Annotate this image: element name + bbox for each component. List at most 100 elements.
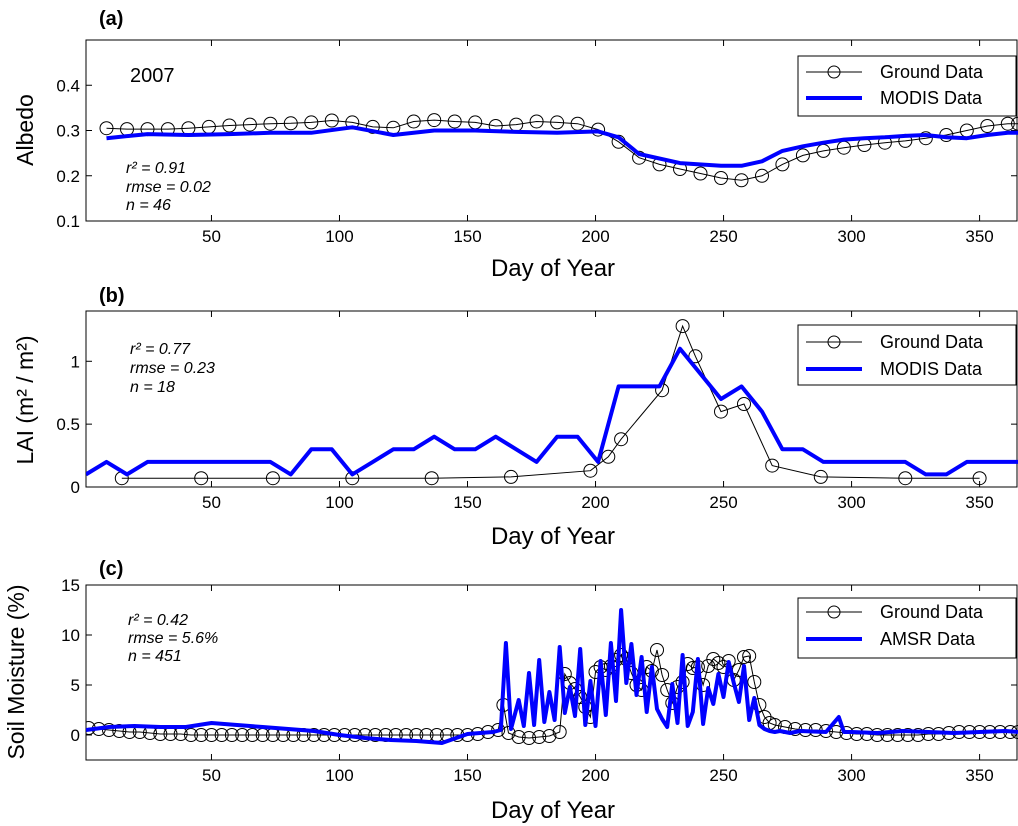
ground-data-point: [491, 723, 506, 737]
ground-data-point: [102, 723, 116, 737]
panel-c-stat-r2: r² = 0.42: [128, 612, 188, 629]
ground-data-point: [765, 458, 780, 473]
ground-data-point: [427, 113, 442, 128]
panel-a: (a) 50 100 150 200 250 300 350 0.1 0.2 0.3 0.4 200…: [12, 8, 1018, 282]
panel-a-legend-sat-label: MODIS Data: [880, 88, 983, 108]
x-tick-label: 200: [581, 766, 609, 785]
x-tick-label: 200: [581, 227, 609, 246]
ground-data-point: [263, 116, 278, 131]
ground-data-point: [550, 115, 565, 130]
ground-data-point: [204, 728, 219, 742]
ground-data-point: [747, 675, 762, 689]
ground-data-point: [795, 148, 810, 163]
x-tick-label: 100: [325, 766, 353, 785]
ground-data-point: [788, 722, 803, 736]
ground-data-point: [504, 469, 518, 484]
ground-data-point: [775, 157, 790, 172]
y-tick-label: 0.2: [56, 167, 80, 186]
panel-c-legend-sat-label: AMSR Data: [880, 629, 976, 649]
ground-data-point: [591, 122, 606, 137]
panel-a-axes: 50 100 150 200 250 300 350 0.1 0.2 0.3 0.4: [56, 39, 1018, 246]
panel-c: (c) 50 100 150 200 250 300 350 0 5 10 15 r² = 0.42…: [3, 558, 1018, 824]
ground-data-point: [324, 113, 339, 128]
x-tick-label: 250: [709, 227, 737, 246]
ground-data-point: [742, 649, 757, 663]
x-tick-label: 100: [325, 227, 353, 246]
ground-data-point: [304, 115, 319, 130]
ground-data-point: [737, 650, 751, 664]
ground-data-point: [632, 150, 647, 165]
x-tick-label: 200: [581, 493, 609, 512]
ground-data-point: [601, 449, 616, 464]
x-tick-label: 250: [709, 493, 737, 512]
x-tick-label: 100: [325, 493, 353, 512]
panel-c-legend: Ground Data AMSR Data: [797, 597, 1017, 659]
panel-b-xlabel: Day of Year: [491, 523, 615, 550]
ground-data-point: [900, 728, 915, 742]
ground-data-point: [214, 728, 229, 742]
ground-data-point: [734, 173, 749, 188]
ground-data-point: [529, 114, 544, 129]
ground-data-point: [711, 656, 726, 670]
plot-area: [86, 608, 1018, 745]
y-tick-label: 0.1: [56, 212, 80, 231]
ground-data-point: [714, 404, 728, 419]
ground-data-point: [675, 319, 690, 334]
ground-data-point: [688, 349, 703, 364]
ground-data-point: [99, 121, 114, 136]
ground-data-point: [737, 397, 751, 411]
panel-b-legend-ground-marker: [827, 335, 841, 349]
ground-data-point: [898, 471, 913, 486]
x-tick-label: 250: [709, 766, 737, 785]
plot-area: [99, 113, 1018, 188]
panel-a-stats: r² = 0.91 rmse = 0.02 n = 46: [126, 160, 211, 214]
panel-a-stat-n: n = 46: [126, 197, 171, 214]
series-satellite-line: [106, 125, 1018, 168]
y-tick-label: 0.3: [56, 122, 80, 141]
ground-data-point: [890, 728, 905, 742]
ground-data-point: [406, 114, 421, 129]
panel-c-stat-rmse: rmse = 5.6%: [128, 630, 218, 647]
y-tick-label: 5: [71, 676, 80, 695]
series-satellite-line: [86, 346, 1018, 477]
series-ground-line: [121, 324, 980, 479]
panel-b-legend-box: [797, 324, 1017, 386]
panel-c-stats: r² = 0.42 rmse = 5.6% n = 451: [128, 612, 218, 665]
ground-data-point: [222, 118, 237, 133]
ground-data-point: [306, 728, 321, 742]
panel-a-stat-rmse: rmse = 0.02: [126, 179, 211, 196]
panel-b: (b) 50 100 150 200 250 300 350 0 0.5 1 r² = 0.77 …: [12, 285, 1018, 550]
ground-data-point: [235, 728, 250, 742]
panel-c-axes: 50 100 150 200 250 300 350 0 5 10 15: [61, 576, 1018, 785]
ground-data-point: [693, 166, 708, 181]
panel-c-legend-ground-marker: [827, 605, 841, 619]
ground-data-point: [447, 114, 462, 129]
x-tick-label: 350: [965, 766, 993, 785]
x-tick-label: 350: [965, 493, 993, 512]
panel-c-legend-ground-label: Ground Data: [880, 602, 984, 622]
ground-data-point: [701, 659, 716, 673]
plot-frame: [85, 584, 1018, 761]
ground-data-point: [424, 471, 439, 486]
panel-b-ylabel: LAI (m² / m²): [12, 335, 38, 464]
ground-data-point: [265, 471, 280, 486]
ground-data-point: [918, 131, 933, 146]
panel-c-xlabel: Day of Year: [491, 797, 615, 824]
panel-c-stat-n: n = 451: [128, 648, 182, 665]
panel-a-label: (a): [99, 8, 123, 30]
panel-a-legend-ground-marker: [827, 65, 841, 79]
panel-b-stat-r2: r² = 0.77: [130, 341, 191, 358]
y-tick-label: 0.5: [56, 415, 80, 434]
ground-data-point: [112, 724, 127, 738]
x-tick-label: 150: [453, 766, 481, 785]
y-tick-label: 0.4: [56, 76, 80, 95]
ground-data-point: [614, 648, 629, 662]
panel-b-label: (b): [99, 285, 125, 307]
x-tick-label: 50: [202, 227, 221, 246]
ground-data-point: [911, 728, 926, 742]
x-tick-label: 300: [837, 227, 865, 246]
ground-data-point: [522, 731, 536, 745]
panel-a-xlabel: Day of Year: [491, 255, 615, 282]
ground-data-point: [242, 117, 257, 132]
x-tick-label: 350: [965, 227, 993, 246]
